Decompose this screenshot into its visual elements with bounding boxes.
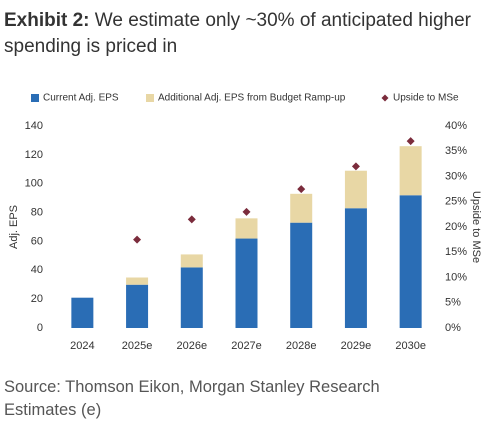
y-tick-label: 0 [37,322,43,334]
source: Source: Thomson Eikon, Morgan Stanley Re… [4,378,380,419]
x-tick-label: 2030e [395,340,426,352]
bar [290,222,313,328]
x-tick-label: 2025e [122,340,153,352]
x-tick-label: 2029e [341,340,372,352]
bar [180,254,203,268]
y2-tick-label: 25% [445,196,467,208]
legend-label: Upside to MSe [393,93,459,104]
marker [406,137,415,146]
x-tick-label: 2027e [231,340,262,352]
y-axis-label: Adj. EPS [8,205,20,249]
chart: 0 20 40 60 80 100 120 140 0% 5% 10% 15% 20% 25% 30% 35%… [8,93,482,352]
legend-label: Additional Adj. EPS from Budget Ramp-up [158,93,346,104]
bar [344,208,367,328]
marker [133,235,142,244]
title-block: Exhibit 2: We estimate only ~30% of anti… [4,8,480,60]
bar [235,238,258,328]
title-label: Exhibit 2: [4,10,90,31]
bar [399,195,422,328]
y-tick-label: 80 [31,206,43,218]
y2-tick-label: 20% [445,221,467,233]
legend-swatch [31,94,39,102]
bar [235,218,258,239]
legend-label: Current Adj. EPS [43,93,119,104]
marker [351,162,360,171]
marker [187,215,196,224]
y2-tick-label: 5% [445,297,461,309]
x-tick-label: 2028e [286,340,317,352]
x-tick-label: 2026e [176,340,207,352]
y-tick-label: 140 [25,120,43,132]
bar [71,297,94,328]
y2-tick-label: 40% [445,120,467,132]
bar [290,193,313,223]
y-tick-label: 120 [25,149,43,161]
x-tick-label: 2024 [70,340,94,352]
marker [297,185,306,194]
y-tick-label: 60 [31,235,43,247]
y2-tick-label: 15% [445,246,467,258]
marker [242,207,251,216]
y-tick-label: 40 [31,264,43,276]
bar [344,170,367,209]
y-tick-label: 20 [31,293,43,305]
bar [126,284,149,328]
y2-tick-label: 30% [445,170,467,182]
y2-tick-label: 10% [445,271,467,283]
y-tick-label: 100 [25,178,43,190]
y2-axis-label: Upside to MSe [470,191,482,263]
y2-tick-label: 0% [445,322,461,334]
chart-title: We estimate only ~30% of anticipated hig… [4,10,471,57]
bar [180,267,203,328]
y2-tick-label: 35% [445,145,467,157]
legend-swatch [146,94,154,102]
legend-marker [381,94,389,102]
bar [126,277,149,285]
bar [399,146,422,196]
